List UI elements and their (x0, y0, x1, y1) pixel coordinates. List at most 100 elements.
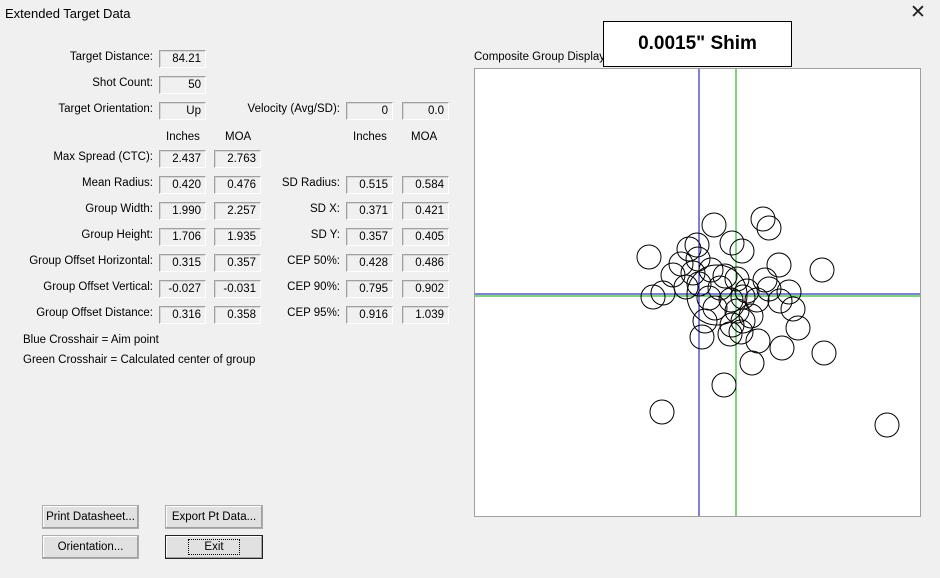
group-plot-svg (475, 69, 920, 516)
shot-hole (685, 246, 711, 272)
export-pt-data-button[interactable]: Export Pt Data... (165, 505, 263, 529)
center-crosshair (475, 69, 920, 516)
offset-vertical-moa: -0.031 (214, 280, 261, 298)
orientation-button[interactable]: Orientation... (42, 535, 139, 559)
cep50-label: CEP 50%: (287, 255, 340, 267)
shot-hole (734, 278, 760, 304)
target-orientation-label: Target Orientation: (58, 103, 153, 115)
group-height-moa: 1.935 (214, 228, 261, 246)
shot-hole (640, 284, 666, 310)
group-width-inches: 1.990 (159, 202, 206, 220)
sd-radius-inches: 0.515 (346, 176, 393, 194)
group-height-label: Group Height: (81, 229, 153, 241)
shot-hole (689, 324, 715, 350)
shot-hole (711, 372, 737, 398)
offset-horizontal-moa: 0.357 (214, 254, 261, 272)
print-datasheet-button[interactable]: Print Datasheet... (42, 505, 139, 529)
target-orientation-field: Up (159, 102, 206, 120)
group-height-inches: 1.706 (159, 228, 206, 246)
close-icon[interactable]: ✕ (910, 2, 926, 23)
max-spread-moa: 2.763 (214, 150, 261, 168)
shot-hole (649, 399, 675, 425)
sd-x-label: SD X: (309, 203, 340, 215)
shot-hole (785, 315, 811, 341)
mean-radius-inches: 0.420 (159, 176, 206, 194)
shot-hole (684, 232, 710, 258)
shot-hole (676, 236, 702, 262)
shot-hole (738, 303, 764, 329)
aim-crosshair (475, 69, 920, 516)
shot-hole (811, 340, 837, 366)
legend-green: Green Crosshair = Calculated center of g… (23, 354, 256, 366)
left-moa-header: MOA (225, 131, 252, 143)
group-width-moa: 2.257 (214, 202, 261, 220)
max-spread-label: Max Spread (CTC): (53, 151, 153, 163)
sd-y-moa: 0.405 (402, 228, 449, 246)
shot-hole (728, 319, 754, 345)
shot-count-label: Shot Count: (92, 77, 153, 89)
shot-hole (668, 251, 694, 277)
shot-hole (712, 263, 738, 289)
cep50-inches: 0.428 (346, 254, 393, 272)
cep90-label: CEP 90%: (287, 281, 340, 293)
cep95-moa: 1.039 (402, 306, 449, 324)
mean-radius-moa: 0.476 (214, 176, 261, 194)
velocity-label: Velocity (Avg/SD): (247, 103, 340, 115)
offset-vertical-inches: -0.027 (159, 280, 206, 298)
shot-hole (730, 308, 756, 334)
title-bar: Extended Target Data ✕ (0, 0, 940, 28)
cep50-moa: 0.486 (402, 254, 449, 272)
shot-hole (692, 308, 718, 334)
offset-vertical-label: Group Offset Vertical: (43, 281, 153, 293)
right-moa-header: MOA (411, 131, 438, 143)
velocity-avg-field: 0 (346, 102, 393, 120)
shot-hole (686, 264, 748, 326)
shot-hole (744, 287, 770, 313)
shot-hole (750, 206, 776, 232)
shot-hole (809, 257, 835, 283)
shot-hole (719, 230, 745, 256)
exit-button-label: Exit (188, 539, 240, 555)
shot-hole (702, 295, 728, 321)
right-inches-header: Inches (353, 131, 387, 143)
cep90-moa: 0.902 (402, 280, 449, 298)
composite-group-display (474, 68, 921, 517)
shot-hole (766, 252, 792, 278)
offset-distance-label: Group Offset Distance: (36, 307, 153, 319)
shot-hole (701, 212, 727, 238)
shot-hole (756, 215, 782, 241)
shot-hole (717, 321, 743, 347)
shot-hole (686, 271, 712, 297)
shot-count-field: 50 (159, 76, 206, 94)
left-inches-header: Inches (166, 131, 200, 143)
sd-x-inches: 0.371 (346, 202, 393, 220)
offset-horizontal-label: Group Offset Horizontal: (29, 255, 153, 267)
shot-hole (636, 244, 662, 270)
shot-hole (729, 238, 755, 264)
legend-blue: Blue Crosshair = Aim point (23, 334, 159, 346)
cep90-inches: 0.795 (346, 280, 393, 298)
offset-distance-inches: 0.316 (159, 306, 206, 324)
cep95-label: CEP 95%: (287, 307, 340, 319)
group-width-label: Group Width: (85, 203, 153, 215)
sd-radius-label: SD Radius: (281, 177, 340, 189)
shot-hole (767, 288, 793, 314)
shot-hole (874, 412, 900, 438)
cep95-inches: 0.916 (346, 306, 393, 324)
window-title: Extended Target Data (5, 6, 131, 21)
max-spread-inches: 2.437 (159, 150, 206, 168)
shot-hole (769, 335, 795, 361)
composite-group-label: Composite Group Display (474, 51, 606, 63)
offset-distance-moa: 0.358 (214, 306, 261, 324)
shim-banner: 0.0015" Shim (603, 21, 792, 67)
offset-horizontal-inches: 0.315 (159, 254, 206, 272)
velocity-sd-field: 0.0 (402, 102, 449, 120)
exit-button[interactable]: Exit (165, 535, 263, 559)
shot-holes (636, 206, 900, 438)
shot-hole (776, 279, 802, 305)
shot-hole (650, 280, 676, 306)
shot-hole (739, 350, 765, 376)
target-distance-label: Target Distance: (69, 51, 153, 63)
target-distance-field: 84.21 (159, 50, 206, 68)
sd-x-moa: 0.421 (402, 202, 449, 220)
